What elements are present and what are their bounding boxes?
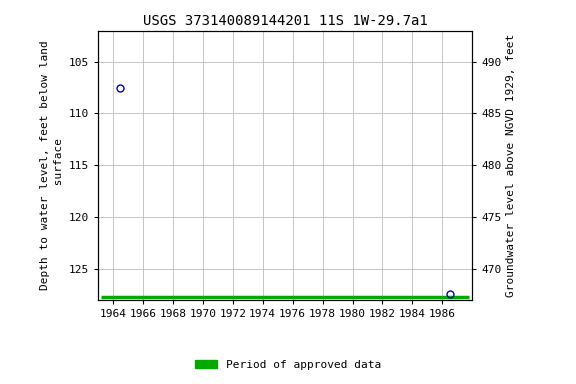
Y-axis label: Depth to water level, feet below land
 surface: Depth to water level, feet below land su… [40,40,65,290]
Y-axis label: Groundwater level above NGVD 1929, feet: Groundwater level above NGVD 1929, feet [506,33,516,297]
Title: USGS 373140089144201 11S 1W-29.7a1: USGS 373140089144201 11S 1W-29.7a1 [143,14,427,28]
Legend: Period of approved data: Period of approved data [191,356,385,375]
